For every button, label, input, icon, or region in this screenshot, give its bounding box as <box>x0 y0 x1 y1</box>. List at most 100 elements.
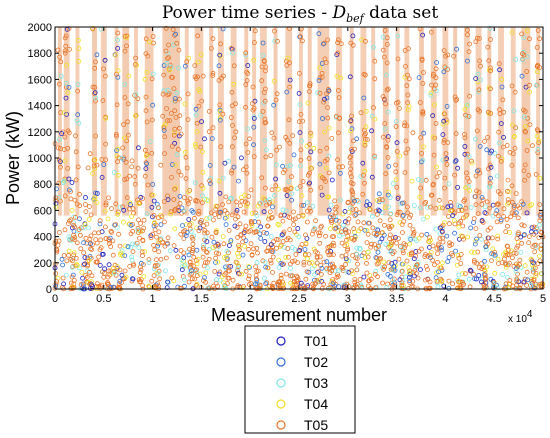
data-point <box>520 57 525 63</box>
data-point <box>60 275 66 281</box>
data-point <box>251 116 257 121</box>
data-point <box>73 214 78 220</box>
data-point <box>152 220 157 226</box>
data-point <box>308 187 314 193</box>
data-point <box>364 270 370 276</box>
data-point <box>110 238 116 244</box>
data-point <box>269 187 275 193</box>
data-point <box>149 150 155 156</box>
data-point <box>204 259 210 265</box>
data-point <box>403 64 408 69</box>
data-point <box>472 276 478 282</box>
x-axis-multiplier: x 104 <box>508 309 533 325</box>
data-point <box>333 204 339 210</box>
data-point <box>138 220 143 226</box>
data-point <box>259 78 265 84</box>
data-point <box>328 202 334 208</box>
data-point <box>350 271 356 277</box>
data-point <box>329 234 335 240</box>
data-point <box>448 203 454 209</box>
data-point <box>485 44 491 50</box>
data-point <box>536 140 542 146</box>
data-point <box>476 189 482 195</box>
legend-marker <box>276 420 286 430</box>
data-point <box>400 213 405 219</box>
data-point <box>342 219 348 225</box>
data-point <box>292 279 297 285</box>
data-point <box>204 250 210 256</box>
data-point <box>406 270 412 276</box>
power-band <box>382 27 389 216</box>
data-point <box>124 176 130 182</box>
data-point <box>172 96 178 101</box>
data-point <box>333 225 339 231</box>
data-point <box>221 280 227 286</box>
data-point <box>477 58 483 64</box>
data-point <box>361 172 366 178</box>
data-point <box>58 73 64 79</box>
data-point <box>346 236 352 242</box>
data-point <box>200 254 206 260</box>
data-point <box>464 170 469 176</box>
data-point <box>335 50 341 56</box>
data-point <box>383 101 389 107</box>
data-point <box>249 101 255 107</box>
data-point <box>122 135 127 141</box>
data-point <box>132 174 138 180</box>
data-point <box>308 208 314 214</box>
data-point <box>86 217 92 222</box>
data-point <box>533 281 539 287</box>
data-point <box>452 94 458 100</box>
data-point <box>367 220 373 226</box>
data-point <box>91 197 97 203</box>
data-point <box>393 162 399 168</box>
data-point <box>195 59 201 65</box>
data-point <box>93 59 98 65</box>
data-point <box>526 240 532 246</box>
data-point <box>369 174 375 180</box>
data-point <box>453 158 459 164</box>
data-point <box>181 208 187 214</box>
data-point <box>337 170 343 176</box>
data-point <box>172 98 178 104</box>
data-point <box>224 248 230 254</box>
data-point <box>394 148 400 154</box>
data-point <box>354 136 360 142</box>
data-point <box>533 270 539 276</box>
data-point <box>467 188 473 194</box>
data-point <box>172 226 178 232</box>
data-point <box>183 233 189 239</box>
data-point <box>253 281 258 287</box>
data-point <box>485 134 491 140</box>
legend-label: T05 <box>304 417 328 433</box>
data-point <box>205 198 211 204</box>
data-point <box>437 205 443 210</box>
data-point <box>434 164 439 170</box>
data-point <box>210 70 216 76</box>
power-band <box>209 27 214 216</box>
data-point <box>100 98 106 103</box>
data-point <box>141 225 147 231</box>
data-point <box>419 159 424 165</box>
data-point <box>165 279 171 285</box>
data-point <box>194 129 200 135</box>
data-point <box>103 202 109 208</box>
chart-title: Power time series - Dbef data set <box>162 3 439 25</box>
data-point <box>251 246 256 252</box>
data-point <box>92 157 98 163</box>
data-point <box>304 208 310 214</box>
data-point <box>430 71 436 77</box>
data-point <box>73 133 78 139</box>
data-point <box>125 244 131 250</box>
data-point <box>364 227 370 233</box>
data-point <box>322 56 328 62</box>
data-point <box>406 274 412 280</box>
data-point <box>226 227 232 233</box>
data-point <box>298 157 304 163</box>
data-point <box>395 195 401 201</box>
data-point <box>325 249 331 255</box>
data-point <box>514 261 519 267</box>
data-point <box>503 229 509 235</box>
data-point <box>509 162 515 168</box>
data-point <box>386 260 392 266</box>
